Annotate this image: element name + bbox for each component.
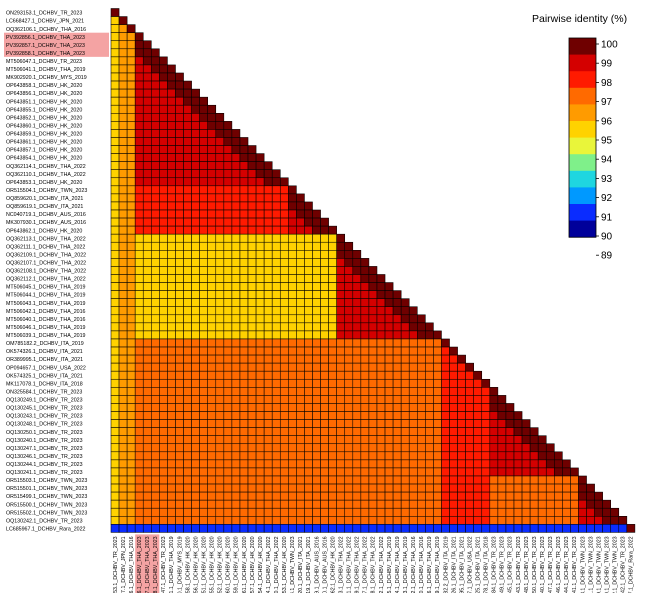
legend-tick-label: 91: [601, 212, 613, 223]
column-label-highlight: [135, 534, 160, 593]
legend-swatch: [569, 54, 596, 72]
legend-tick-label: 90: [601, 232, 613, 243]
legend-tick-label: 92: [601, 193, 613, 204]
legend-swatch: [569, 87, 596, 105]
legend-swatch: [569, 154, 596, 172]
legend-swatch: [569, 137, 596, 155]
legend-swatch: [569, 187, 596, 205]
legend-tick-label: 94: [601, 155, 613, 166]
legend-swatch: [569, 170, 596, 188]
legend-tick-label: 93: [601, 174, 613, 185]
legend-tick-label: 98: [601, 78, 613, 89]
legend-tick-label: 96: [601, 116, 613, 127]
legend-swatch: [569, 220, 596, 238]
legend-swatch: [569, 204, 596, 221]
legend-tick-label: 89: [601, 251, 613, 262]
legend-swatch: [569, 121, 596, 138]
legend-color-bar: [568, 37, 597, 238]
legend-ticks: 100 99 98 97 96 95 94 93 92 91 90 89: [596, 40, 618, 262]
highlight-layer: [4, 32, 160, 593]
legend-swatch: [569, 71, 596, 89]
legend-swatch: [569, 38, 596, 55]
legend-tick-label: 97: [601, 97, 613, 108]
matrix-cells: [110, 8, 636, 533]
legend-tick-label: 99: [601, 59, 613, 70]
legend-tick-label: 100: [601, 40, 618, 51]
legend-swatch: [569, 104, 596, 122]
row-label-highlight: [4, 32, 109, 57]
legend-tick-label: 95: [601, 136, 613, 147]
